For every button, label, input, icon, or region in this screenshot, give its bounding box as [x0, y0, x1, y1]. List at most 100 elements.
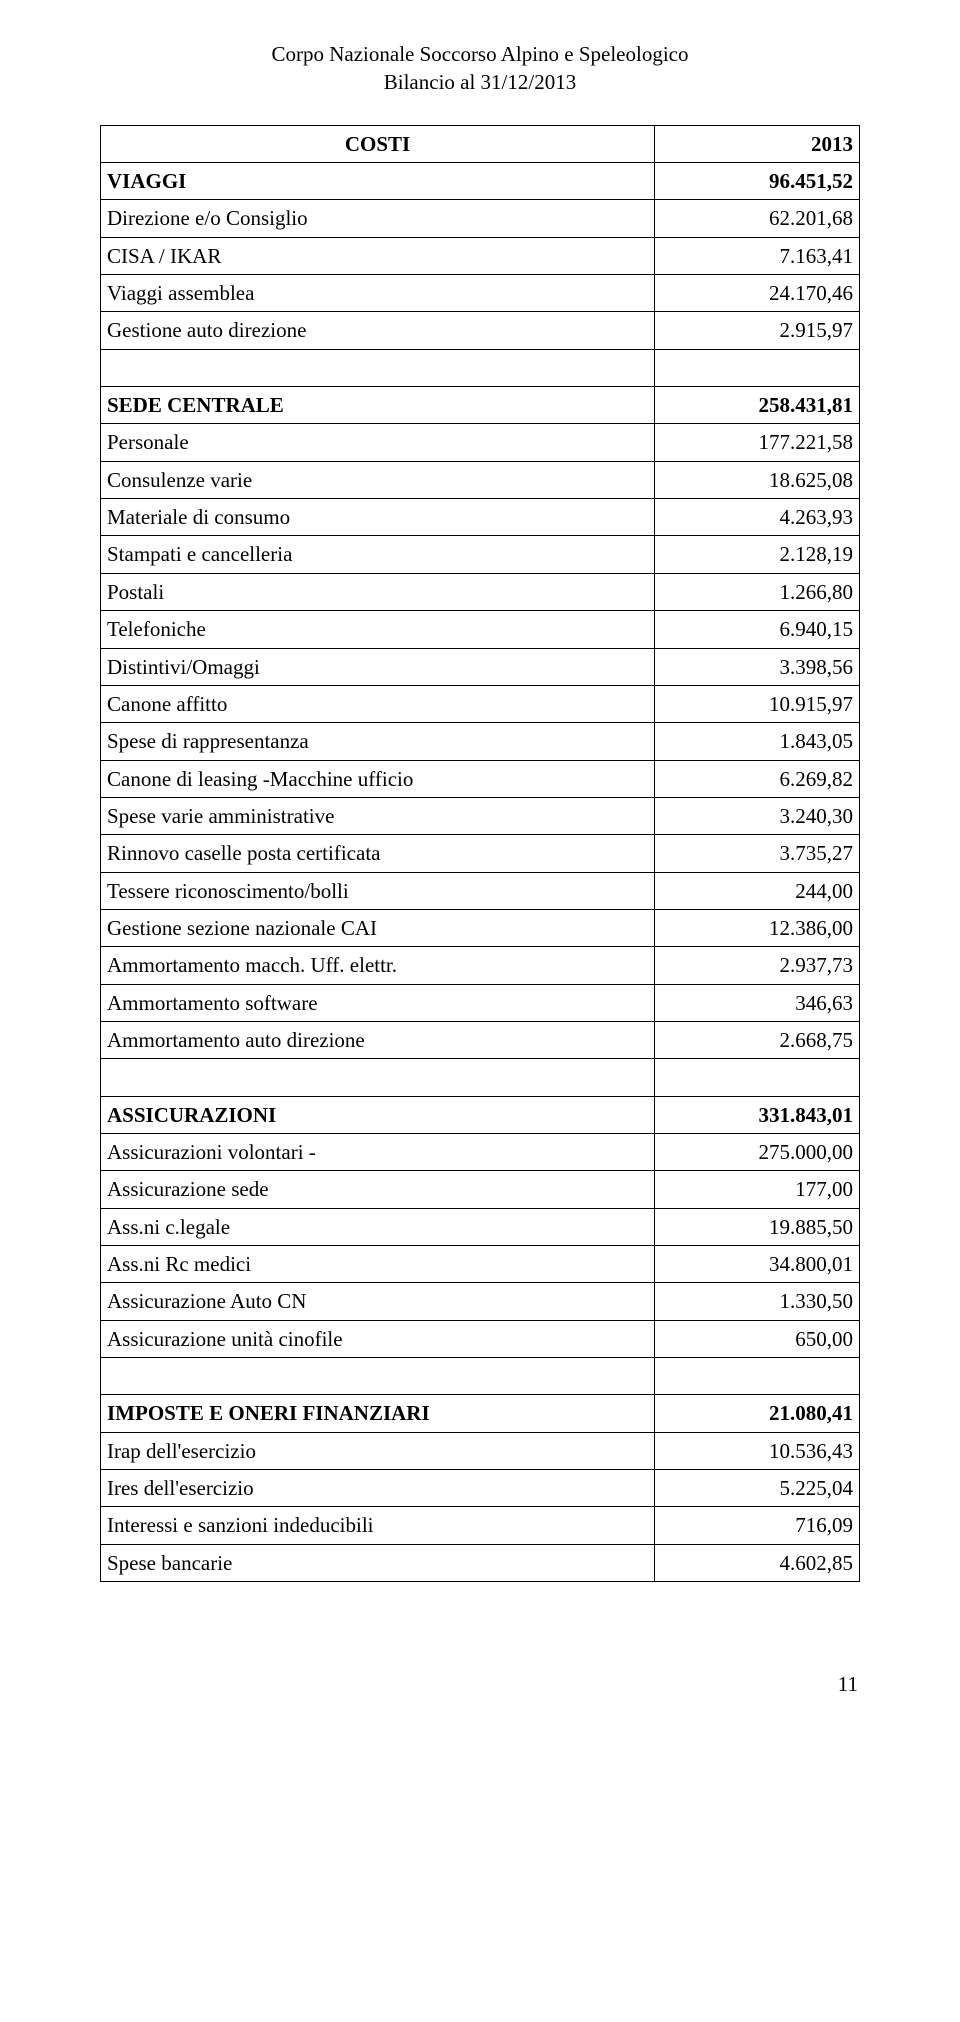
row-value: 24.170,46	[655, 275, 860, 312]
row-value: 6.269,82	[655, 760, 860, 797]
spacer-cell	[101, 1358, 655, 1395]
row-label: Gestione auto direzione	[101, 312, 655, 349]
row-value: 62.201,68	[655, 200, 860, 237]
data-row: Ass.ni Rc medici34.800,01	[101, 1246, 860, 1283]
data-row: Assicurazione Auto CN1.330,50	[101, 1283, 860, 1320]
section-title-value: 21.080,41	[655, 1395, 860, 1432]
row-label: Distintivi/Omaggi	[101, 648, 655, 685]
row-value: 1.266,80	[655, 573, 860, 610]
spacer-cell	[655, 1059, 860, 1096]
row-value: 10.536,43	[655, 1432, 860, 1469]
data-row: Gestione auto direzione2.915,97	[101, 312, 860, 349]
row-label: Spese varie amministrative	[101, 797, 655, 834]
row-label: Canone affitto	[101, 685, 655, 722]
spacer-row	[101, 349, 860, 386]
data-row: Spese varie amministrative3.240,30	[101, 797, 860, 834]
row-value: 7.163,41	[655, 237, 860, 274]
row-value: 10.915,97	[655, 685, 860, 722]
row-label: Spese bancarie	[101, 1544, 655, 1581]
document-header: Corpo Nazionale Soccorso Alpino e Speleo…	[100, 40, 860, 97]
header-line-1: Corpo Nazionale Soccorso Alpino e Speleo…	[100, 40, 860, 68]
row-value: 2.668,75	[655, 1021, 860, 1058]
row-value: 1.843,05	[655, 723, 860, 760]
row-value: 4.263,93	[655, 499, 860, 536]
data-row: Telefoniche6.940,15	[101, 611, 860, 648]
spacer-row	[101, 1059, 860, 1096]
data-row: Ammortamento macch. Uff. elettr.2.937,73	[101, 947, 860, 984]
section-title-value: 96.451,52	[655, 163, 860, 200]
col-header-value: 2013	[655, 125, 860, 162]
row-value: 6.940,15	[655, 611, 860, 648]
row-label: Gestione sezione nazionale CAI	[101, 909, 655, 946]
data-row: Personale177.221,58	[101, 424, 860, 461]
row-label: Assicurazione sede	[101, 1171, 655, 1208]
row-value: 34.800,01	[655, 1246, 860, 1283]
row-value: 19.885,50	[655, 1208, 860, 1245]
data-row: Interessi e sanzioni indeducibili716,09	[101, 1507, 860, 1544]
row-label: Direzione e/o Consiglio	[101, 200, 655, 237]
row-value: 18.625,08	[655, 461, 860, 498]
row-label: Canone di leasing -Macchine ufficio	[101, 760, 655, 797]
section-title-label: SEDE CENTRALE	[101, 387, 655, 424]
row-label: Ass.ni Rc medici	[101, 1246, 655, 1283]
data-row: Assicurazioni volontari -275.000,00	[101, 1133, 860, 1170]
row-value: 12.386,00	[655, 909, 860, 946]
row-value: 3.398,56	[655, 648, 860, 685]
row-value: 650,00	[655, 1320, 860, 1357]
data-row: Spese bancarie4.602,85	[101, 1544, 860, 1581]
row-label: Interessi e sanzioni indeducibili	[101, 1507, 655, 1544]
row-label: Assicurazione Auto CN	[101, 1283, 655, 1320]
data-row: Canone affitto10.915,97	[101, 685, 860, 722]
data-row: Assicurazione sede177,00	[101, 1171, 860, 1208]
row-value: 4.602,85	[655, 1544, 860, 1581]
row-label: Spese di rappresentanza	[101, 723, 655, 760]
data-row: Irap dell'esercizio10.536,43	[101, 1432, 860, 1469]
section-title-row: VIAGGI96.451,52	[101, 163, 860, 200]
data-row: Ires dell'esercizio5.225,04	[101, 1470, 860, 1507]
section-title-value: 331.843,01	[655, 1096, 860, 1133]
row-label: Telefoniche	[101, 611, 655, 648]
row-value: 2.915,97	[655, 312, 860, 349]
row-label: Assicurazione unità cinofile	[101, 1320, 655, 1357]
row-label: Assicurazioni volontari -	[101, 1133, 655, 1170]
data-row: CISA / IKAR7.163,41	[101, 237, 860, 274]
data-row: Distintivi/Omaggi3.398,56	[101, 648, 860, 685]
spacer-cell	[655, 349, 860, 386]
data-row: Gestione sezione nazionale CAI12.386,00	[101, 909, 860, 946]
row-value: 177.221,58	[655, 424, 860, 461]
data-row: Ass.ni c.legale19.885,50	[101, 1208, 860, 1245]
row-label: Viaggi assemblea	[101, 275, 655, 312]
data-row: Canone di leasing -Macchine ufficio6.269…	[101, 760, 860, 797]
row-value: 275.000,00	[655, 1133, 860, 1170]
data-row: Postali1.266,80	[101, 573, 860, 610]
row-value: 244,00	[655, 872, 860, 909]
data-row: Spese di rappresentanza1.843,05	[101, 723, 860, 760]
row-label: Ires dell'esercizio	[101, 1470, 655, 1507]
row-value: 1.330,50	[655, 1283, 860, 1320]
row-label: Ammortamento software	[101, 984, 655, 1021]
data-row: Rinnovo caselle posta certificata3.735,2…	[101, 835, 860, 872]
row-value: 2.937,73	[655, 947, 860, 984]
row-label: Consulenze varie	[101, 461, 655, 498]
row-label: CISA / IKAR	[101, 237, 655, 274]
data-row: Ammortamento auto direzione2.668,75	[101, 1021, 860, 1058]
data-row: Direzione e/o Consiglio62.201,68	[101, 200, 860, 237]
costs-table: COSTI 2013 VIAGGI96.451,52Direzione e/o …	[100, 125, 860, 1582]
section-title-label: VIAGGI	[101, 163, 655, 200]
row-value: 3.240,30	[655, 797, 860, 834]
section-title-row: SEDE CENTRALE258.431,81	[101, 387, 860, 424]
row-label: Stampati e cancelleria	[101, 536, 655, 573]
row-label: Postali	[101, 573, 655, 610]
data-row: Stampati e cancelleria2.128,19	[101, 536, 860, 573]
section-title-row: ASSICURAZIONI331.843,01	[101, 1096, 860, 1133]
page-number: 11	[100, 1672, 860, 1697]
row-value: 346,63	[655, 984, 860, 1021]
spacer-row	[101, 1358, 860, 1395]
row-value: 177,00	[655, 1171, 860, 1208]
row-value: 2.128,19	[655, 536, 860, 573]
data-row: Ammortamento software346,63	[101, 984, 860, 1021]
header-line-2: Bilancio al 31/12/2013	[100, 68, 860, 96]
row-value: 5.225,04	[655, 1470, 860, 1507]
data-row: Tessere riconoscimento/bolli244,00	[101, 872, 860, 909]
spacer-cell	[101, 349, 655, 386]
